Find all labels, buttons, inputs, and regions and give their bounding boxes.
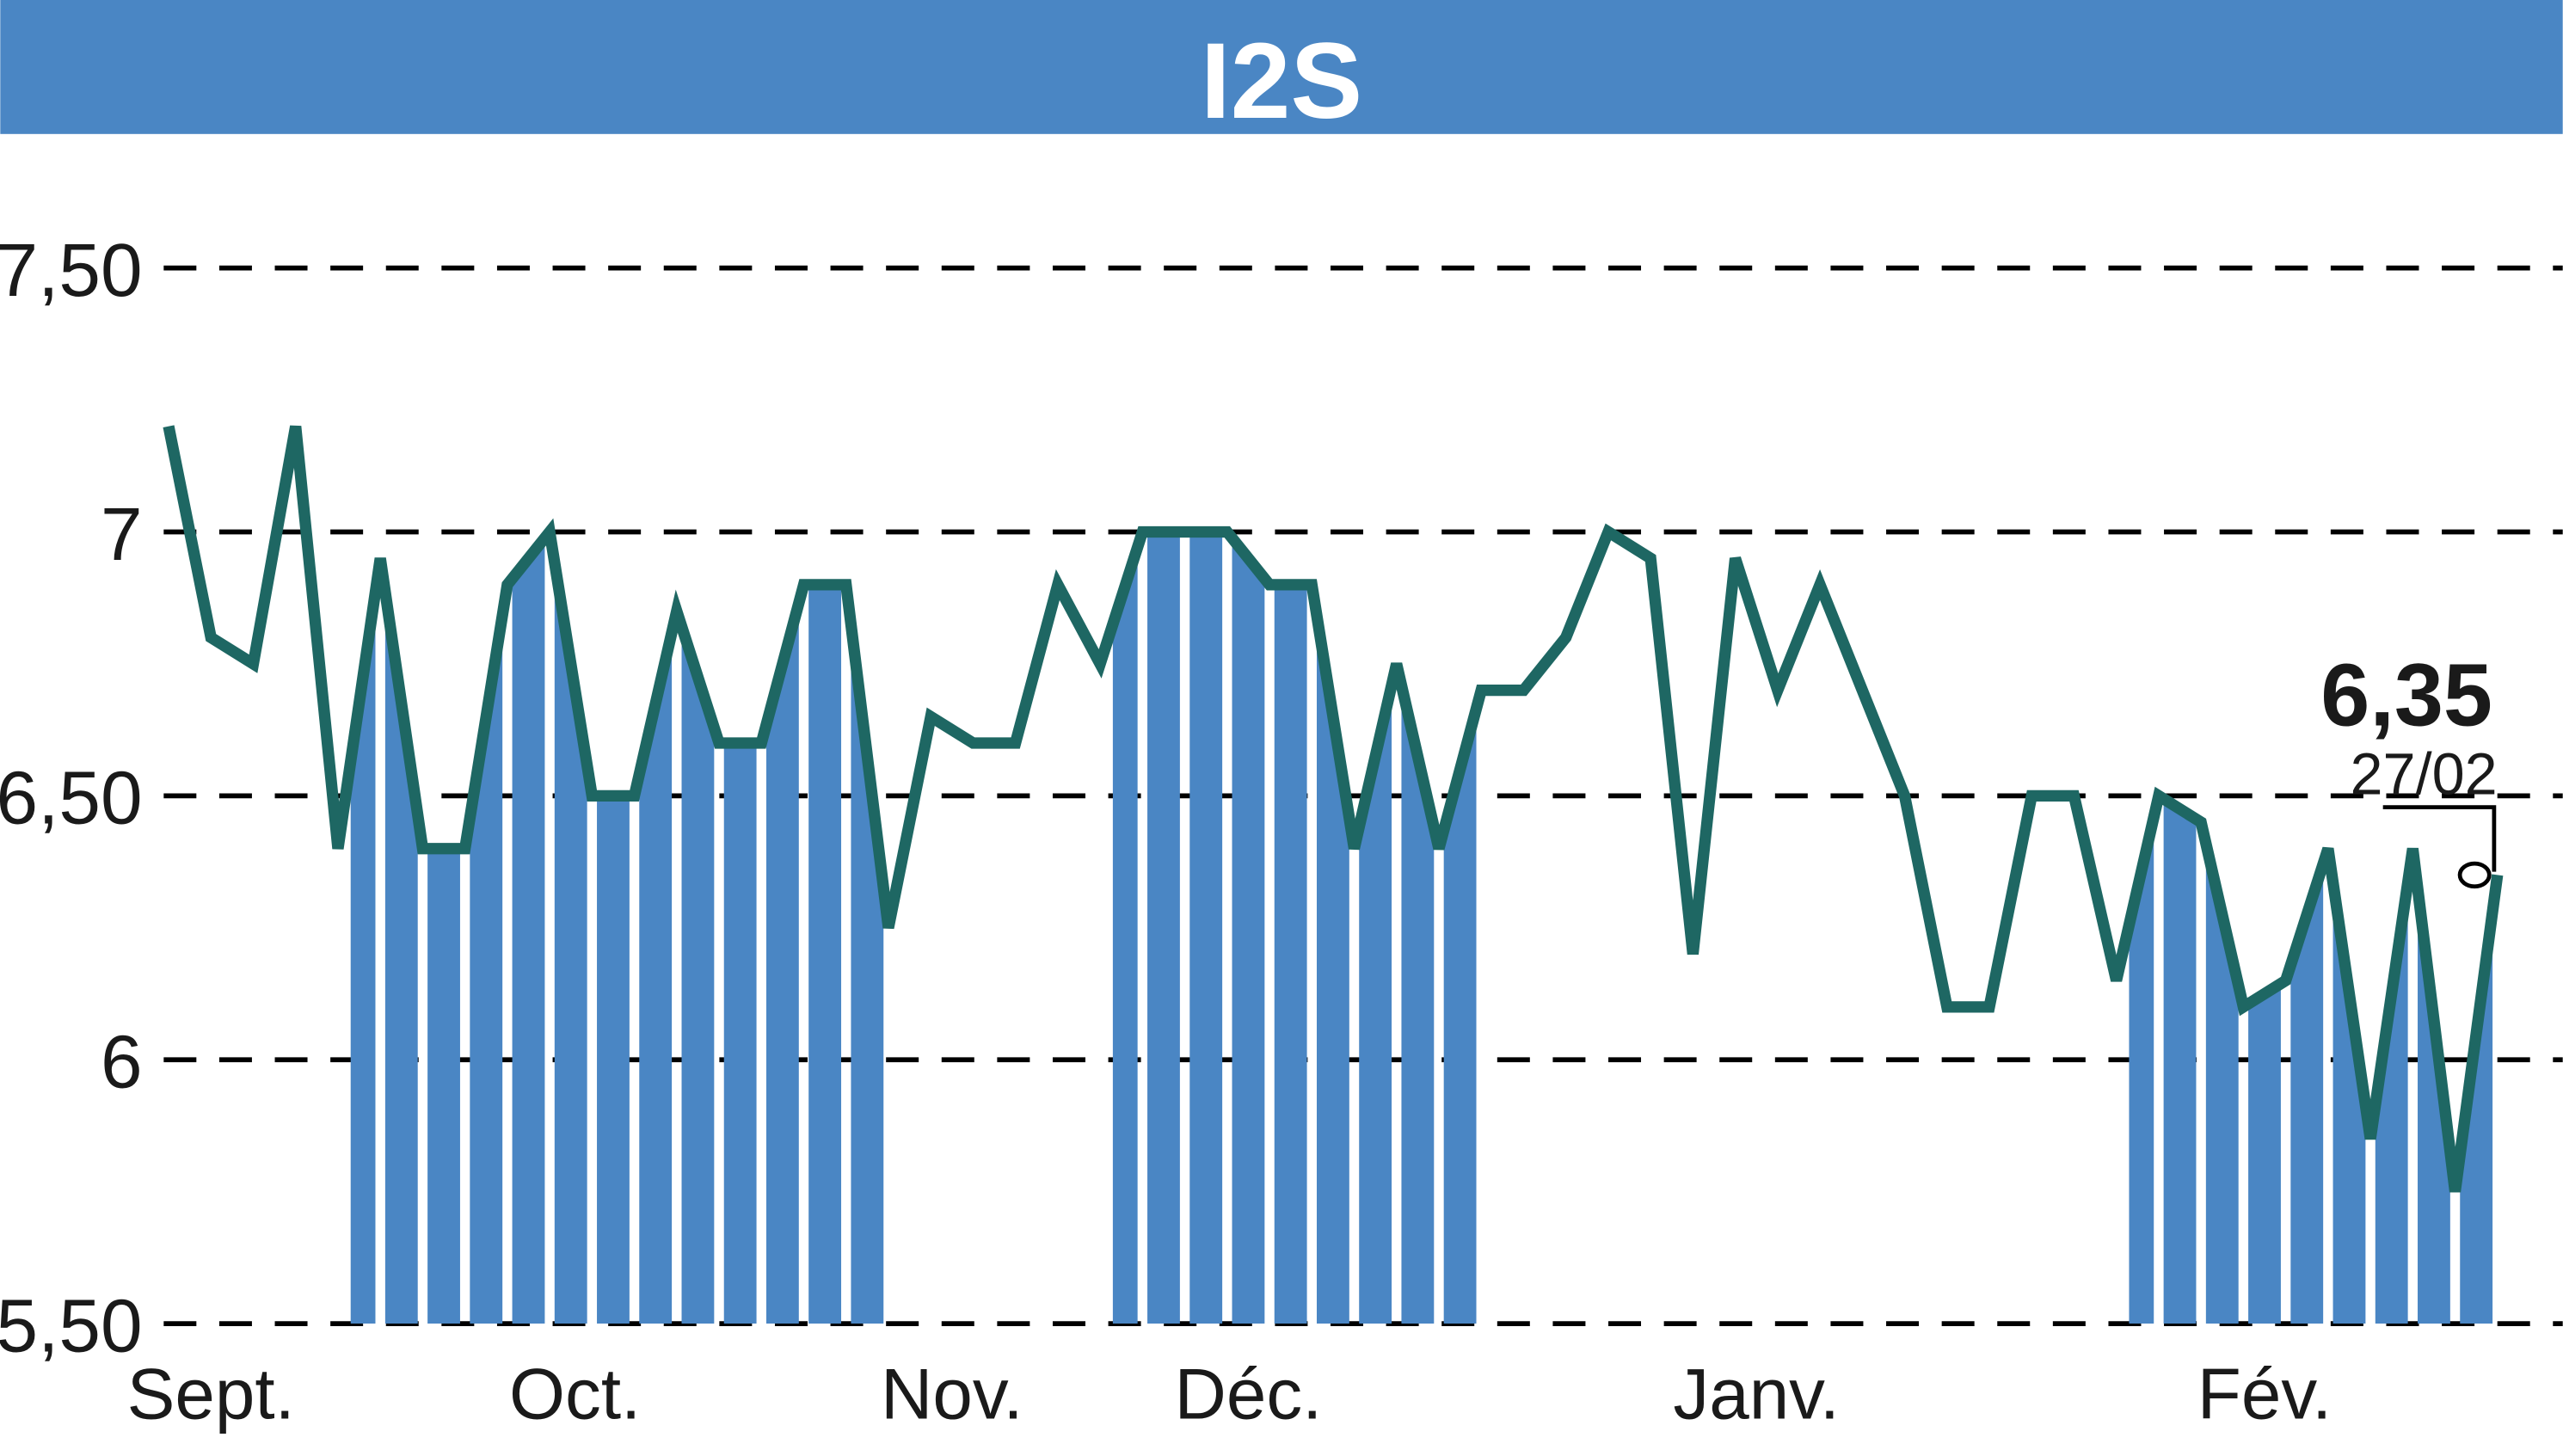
x-tick-label: Oct. [509, 1353, 641, 1434]
y-tick-label: 7,50 [0, 228, 143, 312]
x-tick-labels: Sept. Oct. Nov. Déc. Janv. Fév. [127, 1353, 2333, 1434]
bar [2248, 426, 2281, 1324]
x-tick-label: Nov. [881, 1353, 1023, 1434]
bar [2163, 426, 2197, 1324]
bars [350, 426, 2493, 1324]
bar [597, 426, 630, 1324]
bar [1232, 426, 1265, 1324]
chart-title: I2S [1201, 20, 1362, 141]
y-tick-label: 5,50 [0, 1283, 143, 1367]
x-tick-label: Fév. [2197, 1353, 2332, 1434]
bar [1443, 426, 1477, 1324]
bar [2129, 426, 2154, 1324]
header-bar [0, 0, 2563, 134]
bar [2290, 426, 2324, 1324]
bar [1147, 426, 1180, 1324]
x-tick-label: Sept. [127, 1353, 295, 1434]
price-line [163, 425, 2504, 1193]
bar [427, 426, 460, 1324]
bar [1112, 426, 1138, 1324]
y-tick-labels: 7,50 7 6,50 6 5,50 [0, 228, 143, 1367]
y-tick-label: 7 [101, 492, 143, 576]
last-point-marker [2457, 861, 2492, 889]
last-value-annotation: 6,35 27/02 [2320, 646, 2498, 889]
last-value-label: 6,35 [2320, 646, 2492, 745]
y-tick-label: 6,50 [0, 756, 143, 840]
bar [808, 426, 842, 1324]
x-tick-label: Janv. [1673, 1353, 1840, 1434]
x-tick-label: Déc. [1174, 1353, 1322, 1434]
bar [1401, 426, 1435, 1324]
bar [1359, 426, 1392, 1324]
bar [723, 426, 757, 1324]
annotation-leader [2382, 805, 2497, 872]
bar [1274, 426, 1307, 1324]
bar [1189, 426, 1223, 1324]
y-tick-label: 6 [101, 1020, 143, 1104]
bar [512, 426, 545, 1324]
bar [2205, 426, 2239, 1324]
last-date-label: 27/02 [2351, 741, 2498, 807]
